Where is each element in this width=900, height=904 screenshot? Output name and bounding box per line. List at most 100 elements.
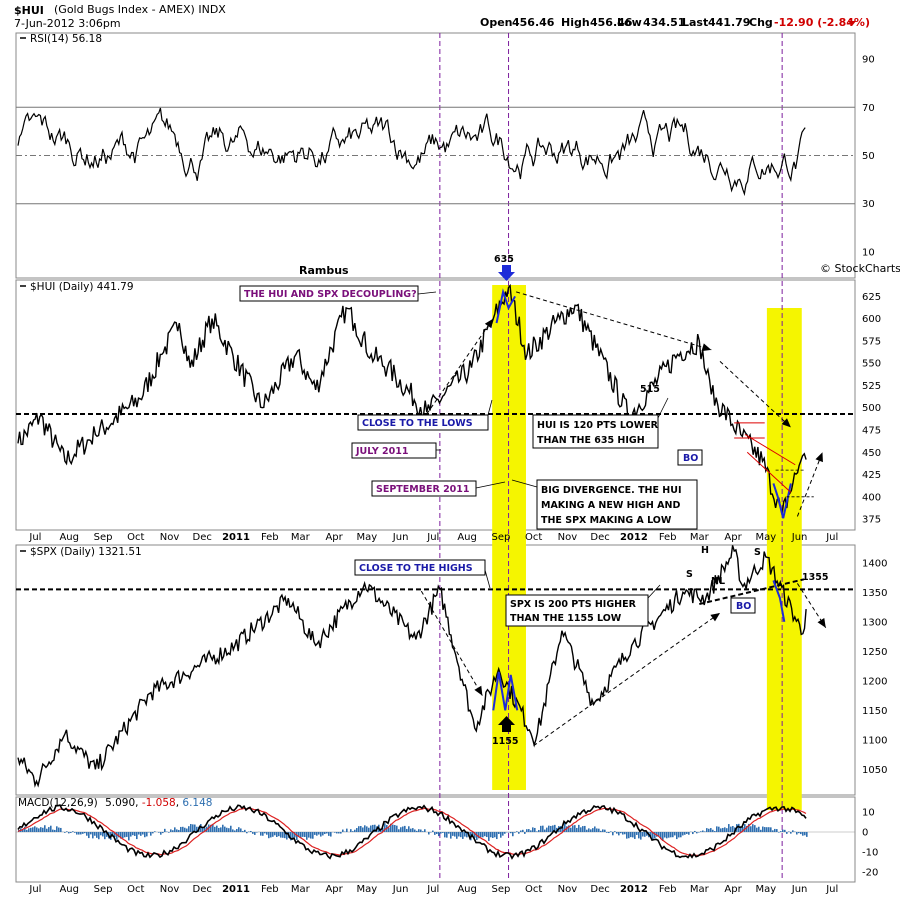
macd-histogram-bar [688,832,690,835]
author-label: Rambus [299,264,349,277]
macd-histogram-bar [232,829,234,832]
macd-histogram-bar [458,832,460,836]
y-tick-label: 400 [862,492,881,503]
macd-histogram-bar [644,832,646,837]
macd-histogram-bar [772,830,774,832]
x-tick-label: 2012 [620,532,648,543]
macd-histogram-bar [270,832,272,837]
macd-histogram-bar [582,826,584,832]
x-tick-label: Dec [193,884,212,895]
macd-histogram-bar [768,827,770,832]
x-tick-label: Jun [392,532,409,543]
x-tick-label: Apr [724,884,742,895]
macd-histogram-bar [790,832,792,834]
x-tick-label: Dec [590,532,609,543]
macd-histogram-bar [226,828,228,832]
macd-histogram-bar [706,828,708,832]
macd-histogram-bar [762,827,764,832]
macd-histogram-bar [528,829,530,832]
y-tick-label: 475 [862,426,881,437]
x-tick-label: Jul [426,532,439,543]
macd-histogram-bar [24,827,26,832]
macd-histogram-bar [462,832,464,839]
chg-value: -12.90 (-2.84%) [774,16,870,29]
macd-histogram-bar [724,827,726,832]
macd-histogram-bar [68,832,70,833]
y-tick-label: 1250 [862,647,887,658]
macd-histogram-bar [92,832,94,838]
macd-histogram-bar [754,825,756,832]
y-tick-label: 575 [862,336,881,347]
y-tick-label: 1400 [862,558,887,569]
macd-histogram-bar [702,830,704,832]
macd-histogram-bar [728,824,730,832]
macd-histogram-bar [448,832,450,834]
macd-histogram-bar [320,832,322,837]
macd-histogram-bar [50,826,52,832]
spx-panel [16,545,855,795]
macd-histogram-bar [680,832,682,837]
macd-histogram-bar [342,830,344,832]
macd-histogram-bar [104,832,106,839]
macd-histogram-bar [124,832,126,837]
macd-histogram-bar [162,832,164,833]
macd-histogram-bar [42,828,44,832]
macd-layer [16,805,855,858]
macd-histogram-bar [356,828,358,832]
macd-histogram-bar [152,832,154,833]
macd-histogram-bar [434,832,436,835]
macd-histogram-bar [616,832,618,834]
close-lows-pointer [488,400,492,415]
index-name: (Gold Bugs Index - AMEX) INDX [54,3,226,16]
macd-histogram-bar [410,829,412,832]
macd-histogram-bar [218,828,220,832]
x-tick-label: Aug [457,532,477,543]
x-tick-label: Mar [690,884,710,895]
macd-histogram-bar [516,831,518,832]
y-tick-label: 600 [862,314,881,325]
x-tick-label: Jul [426,884,439,895]
macd-histogram-bar [778,832,780,833]
low-value: 434.51 [643,16,685,29]
macd-histogram-bar [138,832,140,835]
macd-histogram-bar [250,831,252,832]
macd-histogram-bar [538,830,540,832]
macd-title: MACD(12,26,9) 5.090, -1.058, 6.148 [18,797,212,809]
macd-histogram-bar [628,832,630,838]
macd-histogram-bar [770,827,772,832]
x-tick-label: Feb [659,532,677,543]
macd-histogram-bar [140,832,142,836]
macd-histogram-bar [316,832,318,836]
macd-histogram-bar [596,828,598,832]
macd-histogram-bar [730,827,732,832]
macd-histogram-bar [310,832,312,839]
macd-histogram-bar [674,832,676,835]
macd-histogram-bar [592,828,594,832]
macd-histogram-bar [132,832,134,835]
hui-title: $HUI (Daily) 441.79 [20,281,134,293]
macd-histogram-bar [530,830,532,832]
macd-histogram-bar [322,832,324,835]
macd-histogram-bar [94,832,96,836]
macd-sep-2: , [176,797,183,809]
y-tick-label: -10 [862,848,878,859]
macd-histogram-bar [418,829,420,832]
hui-downtrend-arrow [516,292,711,350]
macd-histogram-bar [264,832,266,833]
macd-histogram-bar [60,828,62,832]
macd-histogram-bar [412,828,414,832]
rsi-title-text: RSI(14) 56.18 [30,33,102,45]
macd-histogram-bar [480,832,482,837]
x-tick-label: Nov [160,884,180,895]
macd-histogram-bar [576,828,578,832]
macd-histogram-bar [600,831,602,832]
x-tick-label: May [356,532,377,543]
macd-histogram-bar [220,827,222,832]
macd-histogram-bar [334,832,336,833]
macd-histogram-bar [72,831,74,832]
macd-histogram-bar [128,832,130,840]
macd-histogram-bar [764,827,766,832]
x-tick-label: Mar [291,532,311,543]
decoupling-pointer [418,292,436,294]
macd-title-text: MACD(12,26,9) 5.090, -1.058, 6.148 [18,797,212,809]
